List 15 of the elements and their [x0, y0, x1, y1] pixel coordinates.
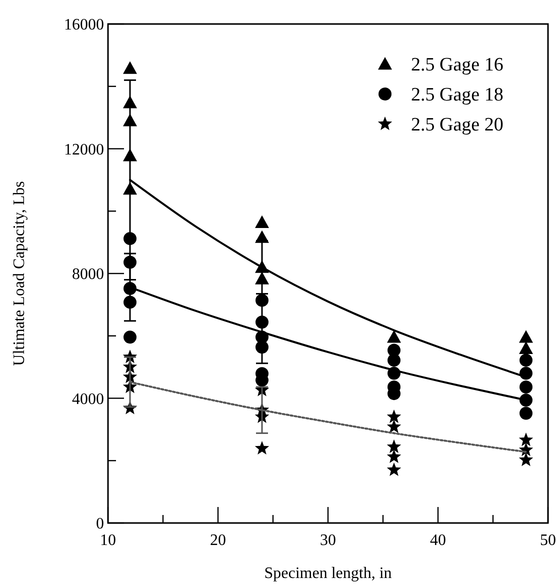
x-tick-label: 20: [210, 532, 226, 549]
x-tick-label: 50: [540, 532, 556, 549]
y-tick-label: 0: [96, 516, 104, 533]
y-tick-label: 4000: [72, 390, 104, 408]
y-tick-label: 16000: [64, 16, 104, 34]
y-tick-label: 8000: [72, 266, 104, 284]
y-axis-title: Ultimate Load Capacity, Lbs: [11, 181, 28, 366]
y-tick-label: 12000: [64, 141, 104, 158]
x-tick-label: 10: [100, 532, 116, 549]
x-tick-label: 30: [320, 532, 336, 549]
x-tick-label: 40: [430, 532, 446, 549]
legend-label: 2.5 Gage 20: [411, 114, 504, 136]
legend-label: 2.5 Gage 18: [411, 84, 504, 106]
x-axis-title: Specimen length, in: [264, 565, 392, 582]
legend-label: 2.5 Gage 16: [411, 54, 504, 76]
